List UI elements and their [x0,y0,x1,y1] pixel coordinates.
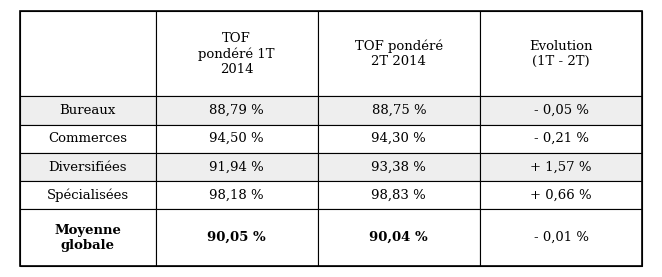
Bar [20,11,156,96]
Bar [318,96,480,125]
Text: Diversifiées: Diversifiées [48,160,127,173]
Bar [480,209,642,266]
Bar [318,125,480,153]
Bar [480,181,642,209]
Bar [480,11,642,96]
Bar [318,209,480,266]
Text: 88,75 %: 88,75 % [371,104,426,117]
Bar [156,125,318,153]
Text: - 0,01 %: - 0,01 % [534,231,589,244]
Text: 90,04 %: 90,04 % [369,231,428,244]
Bar [156,153,318,181]
Bar [156,11,318,96]
Bar [480,153,642,181]
Text: 98,18 %: 98,18 % [209,189,264,202]
Text: 94,30 %: 94,30 % [371,132,426,145]
Text: - 0,05 %: - 0,05 % [534,104,589,117]
Text: Commerces: Commerces [48,132,127,145]
Text: Evolution
(1T - 2T): Evolution (1T - 2T) [530,40,592,68]
Text: - 0,21 %: - 0,21 % [534,132,589,145]
Bar [156,181,318,209]
Bar [20,209,156,266]
Text: 94,50 %: 94,50 % [209,132,264,145]
Bar [156,96,318,125]
Text: 98,83 %: 98,83 % [371,189,426,202]
Bar [20,181,156,209]
Bar [318,153,480,181]
Bar [480,96,642,125]
Bar [480,125,642,153]
Bar [20,125,156,153]
Text: Spécialisées: Spécialisées [46,189,129,202]
Text: 93,38 %: 93,38 % [371,160,426,173]
Text: 91,94 %: 91,94 % [209,160,264,173]
Text: + 0,66 %: + 0,66 % [530,189,592,202]
Bar [318,181,480,209]
Text: Moyenne
globale: Moyenne globale [54,224,121,252]
Text: + 1,57 %: + 1,57 % [530,160,592,173]
Text: 90,05 %: 90,05 % [207,231,266,244]
Text: TOF pondéré
2T 2014: TOF pondéré 2T 2014 [355,40,443,68]
Bar [156,209,318,266]
Text: 88,79 %: 88,79 % [209,104,264,117]
Bar [20,96,156,125]
Text: Bureaux: Bureaux [60,104,116,117]
Bar [318,11,480,96]
Text: TOF
pondéré 1T
2014: TOF pondéré 1T 2014 [199,32,275,76]
Bar [20,153,156,181]
